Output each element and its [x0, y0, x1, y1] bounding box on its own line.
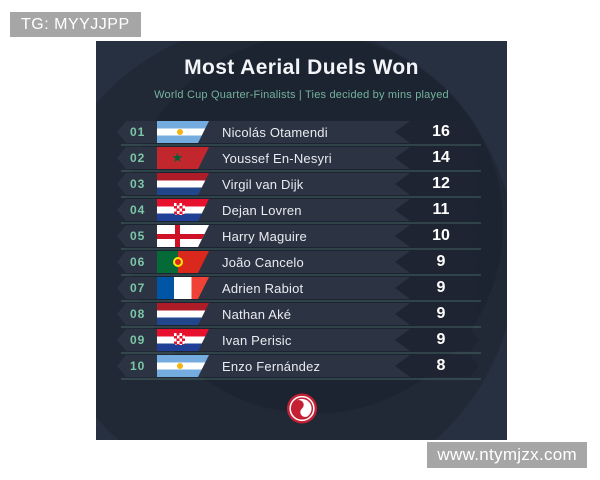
- aerial-duels-value: 9: [436, 279, 446, 296]
- portugal-crest-icon: [173, 257, 183, 267]
- row-bar: 04 Dejan Lovren: [117, 199, 479, 221]
- value-badge: 16: [395, 121, 479, 143]
- rank-number: 07: [130, 281, 146, 295]
- star-emblem-icon: ★: [171, 150, 184, 165]
- row-bar: 10 Enzo Fernández: [117, 355, 479, 377]
- flag-argentina-icon: [157, 121, 209, 143]
- player-name: Youssef En-Nesyri: [222, 150, 332, 166]
- row-bar: 09 Ivan Perisic: [117, 329, 479, 351]
- aerial-duels-value: 9: [436, 305, 446, 322]
- flag-netherlands-icon: [157, 173, 209, 195]
- aerial-duels-value: 9: [436, 253, 446, 270]
- value-badge: 8: [395, 355, 479, 377]
- player-name: Enzo Fernández: [222, 358, 321, 374]
- flag-argentina-icon: [157, 355, 209, 377]
- sun-emblem-icon: [177, 129, 183, 135]
- table-row: 03 Virgil van Dijk 12: [117, 173, 481, 198]
- row-bar: 02 ★ Youssef En-Nesyri: [117, 147, 479, 169]
- value-badge: 9: [395, 303, 479, 325]
- table-row: 07 Adrien Rabiot 9: [117, 277, 481, 302]
- aerial-duels-value: 8: [436, 357, 446, 374]
- flag-portugal-icon: [157, 251, 209, 273]
- aerial-duels-value: 14: [432, 149, 450, 166]
- rank-number: 02: [130, 151, 146, 165]
- table-row: 06 João Cancelo 9: [117, 251, 481, 276]
- brand-swirl-logo-icon: [286, 393, 317, 424]
- stats-card: Most Aerial Duels Won World Cup Quarter-…: [96, 41, 507, 440]
- value-badge: 14: [395, 147, 479, 169]
- aerial-duels-value: 9: [436, 331, 446, 348]
- aerial-duels-value: 10: [432, 227, 450, 244]
- rank-number: 09: [130, 333, 146, 347]
- player-name: Harry Maguire: [222, 228, 307, 244]
- page-subtitle: World Cup Quarter-Finalists | Ties decid…: [154, 89, 449, 101]
- row-bar: 07 Adrien Rabiot: [117, 277, 479, 299]
- rank-number: 04: [130, 203, 146, 217]
- flag-croatia-icon: [157, 329, 209, 351]
- flag-france-icon: [157, 277, 209, 299]
- table-row: 10 Enzo Fernández 8: [117, 355, 481, 380]
- website-watermark: www.ntymjzx.com: [427, 442, 587, 468]
- ranking-list: 01 Nicolás Otamendi 16 02 ★ Youssef En-N…: [117, 121, 481, 381]
- rank-number: 08: [130, 307, 146, 321]
- row-bar: 01 Nicolás Otamendi: [117, 121, 479, 143]
- st-george-cross-icon: [157, 234, 209, 239]
- player-name: João Cancelo: [222, 254, 304, 270]
- player-name: Virgil van Dijk: [222, 176, 304, 192]
- player-name: Ivan Perisic: [222, 332, 292, 348]
- rank-number: 05: [130, 229, 146, 243]
- table-row: 08 Nathan Aké 9: [117, 303, 481, 328]
- aerial-duels-value: 11: [432, 201, 450, 218]
- value-badge: 11: [395, 199, 479, 221]
- row-bar: 06 João Cancelo: [117, 251, 479, 273]
- checkerboard-crest-icon: [174, 333, 185, 345]
- value-badge: 9: [395, 277, 479, 299]
- value-badge: 10: [395, 225, 479, 247]
- rank-number: 03: [130, 177, 146, 191]
- aerial-duels-value: 16: [432, 123, 450, 140]
- table-row: 02 ★ Youssef En-Nesyri 14: [117, 147, 481, 172]
- player-name: Nathan Aké: [222, 306, 292, 322]
- value-badge: 9: [395, 329, 479, 351]
- row-bar: 05 Harry Maguire: [117, 225, 479, 247]
- player-name: Nicolás Otamendi: [222, 124, 328, 140]
- aerial-duels-value: 12: [432, 175, 450, 192]
- rank-number: 01: [130, 125, 146, 139]
- value-badge: 9: [395, 251, 479, 273]
- tg-handle-label: TG: MYYJJPP: [10, 12, 141, 37]
- rank-number: 06: [130, 255, 146, 269]
- value-badge: 12: [395, 173, 479, 195]
- row-bar: 08 Nathan Aké: [117, 303, 479, 325]
- flag-england-icon: [157, 225, 209, 247]
- player-name: Dejan Lovren: [222, 202, 302, 218]
- table-row: 01 Nicolás Otamendi 16: [117, 121, 481, 146]
- table-row: 04 Dejan Lovren 11: [117, 199, 481, 224]
- checkerboard-crest-icon: [174, 203, 185, 215]
- player-name: Adrien Rabiot: [222, 280, 304, 296]
- page-title: Most Aerial Duels Won: [184, 56, 419, 79]
- flag-croatia-icon: [157, 199, 209, 221]
- table-row: 05 Harry Maguire 10: [117, 225, 481, 250]
- table-row: 09 Ivan Perisic 9: [117, 329, 481, 354]
- flag-netherlands-icon: [157, 303, 209, 325]
- rank-number: 10: [130, 359, 146, 373]
- flag-morocco-icon: ★: [157, 147, 209, 169]
- row-bar: 03 Virgil van Dijk: [117, 173, 479, 195]
- sun-emblem-icon: [177, 363, 183, 369]
